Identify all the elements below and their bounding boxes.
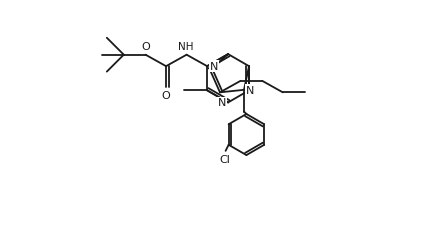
Text: N: N bbox=[246, 85, 254, 95]
Text: N: N bbox=[218, 98, 226, 108]
Text: NH: NH bbox=[178, 42, 194, 52]
Text: O: O bbox=[141, 42, 150, 52]
Text: O: O bbox=[162, 91, 171, 101]
Text: Cl: Cl bbox=[219, 154, 230, 164]
Text: N: N bbox=[210, 62, 218, 72]
